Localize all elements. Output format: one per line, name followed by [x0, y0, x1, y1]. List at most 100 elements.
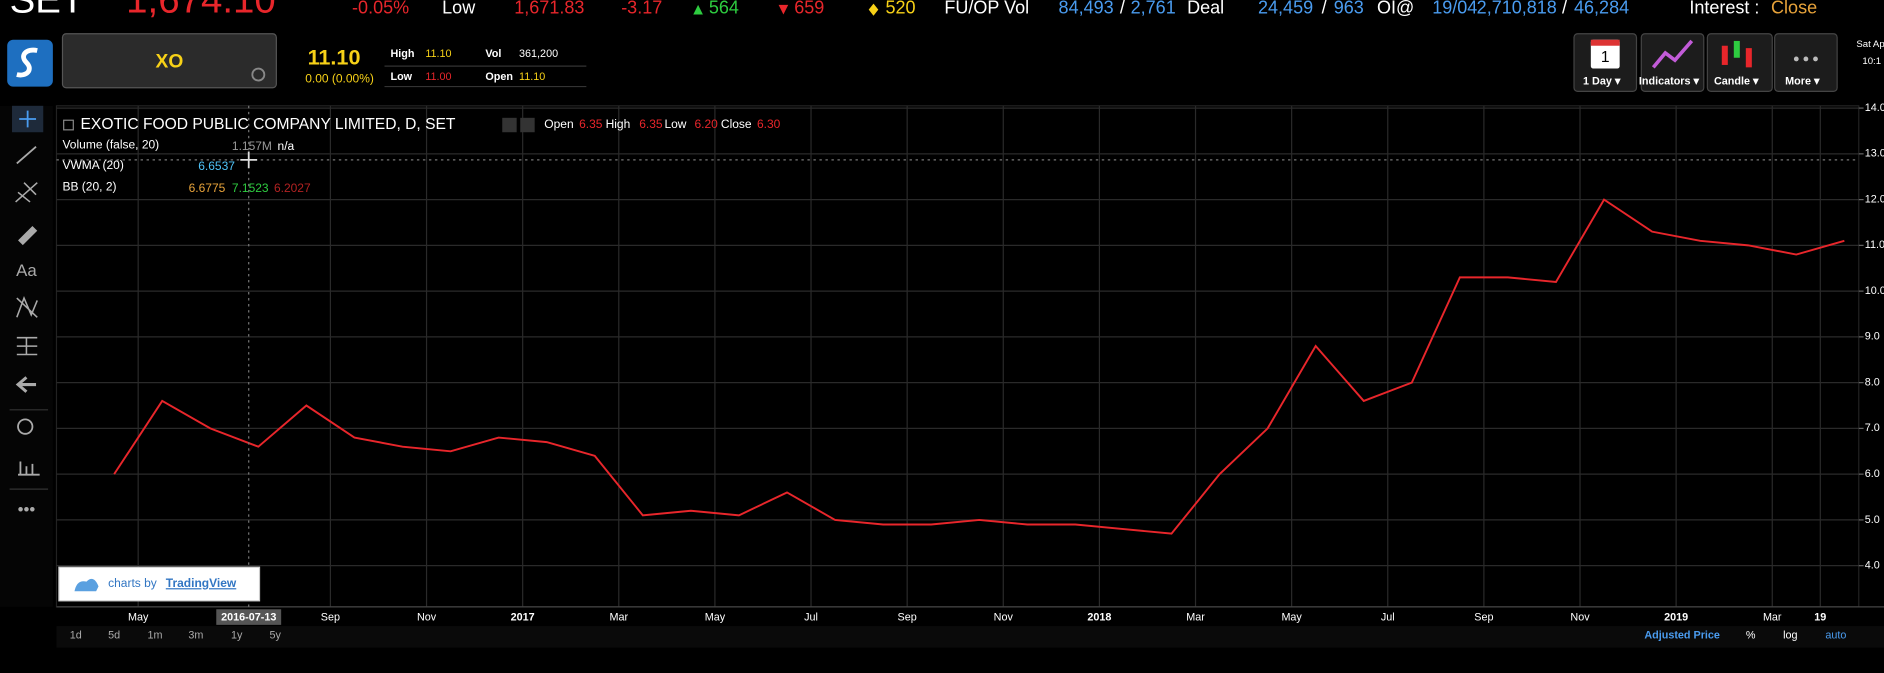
range-button[interactable]: 3m [188, 630, 203, 642]
left-panel [0, 105, 53, 607]
open: 6.35 [579, 117, 603, 131]
crosshair-date-box [216, 609, 282, 625]
y-tick-label: 5.0 [1865, 514, 1880, 526]
range-button[interactable]: 1y [231, 630, 243, 642]
high: 11.10 [425, 48, 451, 60]
open-label: Open [544, 117, 573, 131]
y-tick-label: 7.0 [1865, 422, 1880, 434]
indicators-icon [1651, 39, 1694, 69]
candle-icon [1721, 45, 1728, 65]
measure-tool[interactable] [16, 336, 38, 356]
interest: Close [1771, 0, 1817, 17]
bb-upper: 7.1523 [232, 181, 269, 195]
collapse-icon[interactable] [63, 119, 74, 131]
line-tool[interactable] [16, 145, 37, 165]
x-tick-label: Sep [321, 612, 340, 624]
refresh-icon[interactable] [251, 67, 266, 82]
crosshair-icon [19, 110, 37, 128]
unchanged-icon [868, 3, 879, 16]
deal-label: Deal [1187, 0, 1224, 17]
crosshair-date: 2016-07-13 [221, 612, 276, 624]
high: 6.35 [639, 117, 663, 131]
fib-tool[interactable] [15, 182, 38, 203]
branding-text: charts by [108, 576, 157, 590]
more-button[interactable] [1774, 33, 1838, 92]
unchanged: 520 [886, 0, 916, 17]
x-tick-label: May [1281, 612, 1302, 624]
deal: 24,459 [1258, 0, 1313, 17]
legend: EXOTIC FOOD PUBLIC COMPANY LIMITED, D, S… [62, 116, 780, 195]
oi-label: OI@ [1377, 0, 1414, 17]
candle-icon [1733, 40, 1740, 58]
symbol-button[interactable] [61, 33, 277, 89]
logo-mark [16, 47, 38, 78]
volume-value: 1.157M [232, 139, 272, 153]
price-line [113, 198, 1845, 535]
back-tool[interactable] [15, 376, 37, 393]
text-tool[interactable]: Aa [16, 261, 37, 280]
x-tick-label: Mar [1186, 612, 1205, 624]
adjusted-price[interactable]: Adjusted Price [1644, 630, 1720, 642]
quote-row: XO 11.10 0.00 (0.00%) High 11.10 Vol 361… [7, 33, 587, 89]
low: 6.20 [694, 117, 718, 131]
indicators-button[interactable] [1640, 33, 1705, 92]
x-tick-label: Jul [804, 612, 818, 624]
pattern-tool[interactable] [16, 295, 38, 318]
time: 10:1 [1862, 56, 1881, 67]
y-tick-label: 4.0 [1865, 560, 1880, 572]
branding-icon [74, 578, 99, 592]
y-tick-label: 13.0 [1865, 148, 1884, 160]
range-button[interactable]: 1m [147, 630, 162, 642]
vol: 361,200 [519, 48, 558, 60]
fu-op-label: FU/OP Vol [944, 0, 1029, 17]
legend-icon[interactable] [502, 117, 517, 133]
bb-mid: 6.6775 [189, 181, 226, 195]
interest-label: Interest : [1689, 0, 1759, 17]
low-value: 1,671.83 [514, 0, 584, 17]
y-tick-label: 10.0 [1865, 285, 1884, 297]
x-tick-label: May [705, 612, 726, 624]
volume-study: Volume (false, 20) [62, 138, 159, 152]
x-tick-label: Sep [898, 612, 917, 624]
x-tick-label: 2019 [1664, 612, 1688, 624]
advances: 564 [709, 0, 739, 17]
deal2: 963 [1334, 0, 1364, 17]
x-tick-label: Nov [417, 612, 437, 624]
candle-icon [1745, 48, 1752, 68]
ruler-tool[interactable] [18, 461, 40, 476]
branding-link[interactable]: TradingView [166, 576, 237, 590]
price-change: 0.00 (0.00%) [305, 72, 374, 86]
low-label: Low [664, 117, 686, 131]
branding-badge[interactable] [58, 566, 261, 602]
zoom-tool[interactable] [17, 418, 34, 435]
separator: / [1322, 0, 1327, 17]
branding: charts by TradingView [58, 566, 261, 602]
close: 6.30 [757, 117, 781, 131]
high-label: High [606, 117, 631, 131]
more-dot [1793, 56, 1799, 62]
log-toggle[interactable]: log [1783, 630, 1797, 642]
style-label: Candle ▾ [1714, 76, 1759, 88]
auto-toggle[interactable]: auto [1825, 630, 1846, 642]
range-button[interactable]: 5y [269, 630, 281, 642]
chart: 4.0 5.0 6.0 7.0 8.0 9.0 10.0 11.0 12.0 13.0 14.0 Ma… [55, 102, 1884, 625]
percent-toggle[interactable]: % [1746, 630, 1756, 642]
index-value: 1,674.10 [126, 0, 276, 22]
more-tools[interactable]: ••• [18, 500, 36, 519]
low-label: Low [442, 0, 476, 17]
fu-op-vol: 84,493 [1059, 0, 1114, 17]
x-tick-label: Sep [1474, 612, 1493, 624]
index-change: -3.17 [621, 0, 662, 17]
brush-tool[interactable] [18, 225, 38, 246]
more-label: More ▾ [1785, 76, 1820, 88]
range-button[interactable]: 5d [108, 630, 120, 642]
x-tick-label: Nov [994, 612, 1014, 624]
bottom-bar: Adjusted Price % log auto 1d 5d 1m 3m 1y 5y [56, 626, 1884, 648]
vol-label: Vol [485, 48, 501, 60]
oi2: 46,284 [1574, 0, 1629, 17]
legend-icon[interactable] [520, 117, 535, 133]
index-name: SET [10, 0, 85, 22]
range-button[interactable]: 1d [70, 630, 82, 642]
vwma-study: VWMA (20) [62, 158, 123, 172]
